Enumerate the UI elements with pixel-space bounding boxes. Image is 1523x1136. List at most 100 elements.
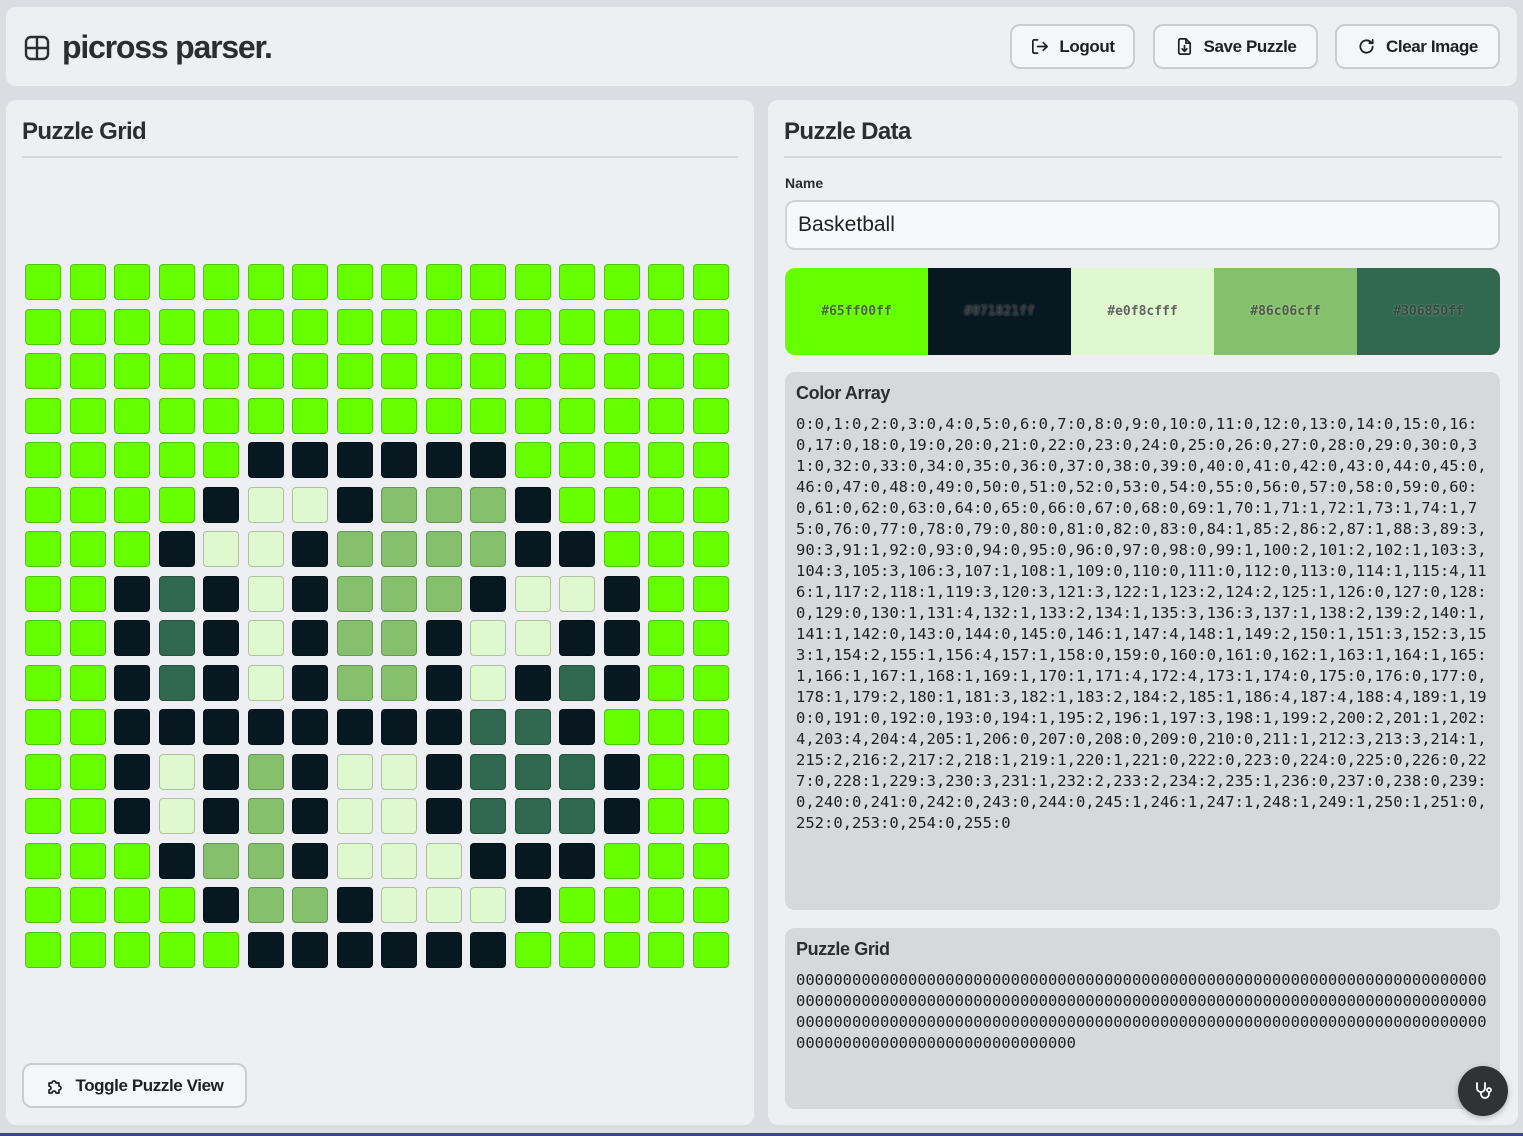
grid-cell[interactable] [336, 798, 373, 834]
grid-cell[interactable] [69, 531, 106, 567]
grid-cell[interactable] [425, 442, 462, 478]
grid-cell[interactable] [25, 709, 61, 745]
grid-cell[interactable] [158, 308, 195, 345]
grid-cell[interactable] [25, 264, 61, 300]
grid-cell[interactable] [69, 664, 106, 701]
grid-cell[interactable] [470, 620, 506, 656]
grid-cell[interactable] [425, 620, 462, 656]
grid-cell[interactable] [425, 308, 462, 345]
grid-cell[interactable] [25, 397, 61, 434]
grid-cell[interactable] [247, 664, 284, 701]
help-fab-button[interactable] [1458, 1066, 1508, 1116]
grid-cell[interactable] [514, 353, 551, 389]
grid-cell[interactable] [292, 264, 328, 300]
grid-cell[interactable] [114, 664, 150, 701]
grid-cell[interactable] [514, 575, 551, 612]
grid-cell[interactable] [425, 397, 462, 434]
grid-cell[interactable] [648, 798, 684, 834]
grid-cell[interactable] [203, 931, 239, 968]
grid-cell[interactable] [603, 575, 640, 612]
grid-cell[interactable] [603, 442, 640, 478]
grid-cell[interactable] [292, 798, 328, 834]
grid-cell[interactable] [292, 620, 328, 656]
grid-cell[interactable] [559, 887, 595, 923]
grid-cell[interactable] [692, 575, 729, 612]
grid-cell[interactable] [203, 531, 239, 567]
grid-cell[interactable] [470, 264, 506, 300]
grid-cell[interactable] [381, 798, 417, 834]
grid-cell[interactable] [514, 664, 551, 701]
grid-cell[interactable] [336, 931, 373, 968]
grid-cell[interactable] [69, 798, 106, 834]
grid-cell[interactable] [381, 887, 417, 923]
grid-cell[interactable] [514, 442, 551, 478]
grid-cell[interactable] [203, 353, 239, 389]
grid-cell[interactable] [559, 798, 595, 834]
color-swatch[interactable]: #e0f8cfff [1071, 268, 1214, 355]
grid-cell[interactable] [381, 397, 417, 434]
grid-cell[interactable] [692, 264, 729, 300]
grid-cell[interactable] [114, 709, 150, 745]
grid-cell[interactable] [381, 709, 417, 745]
grid-cell[interactable] [603, 753, 640, 790]
toggle-puzzle-view-button[interactable]: Toggle Puzzle View [22, 1063, 247, 1108]
grid-cell[interactable] [514, 842, 551, 879]
grid-cell[interactable] [648, 753, 684, 790]
grid-cell[interactable] [425, 753, 462, 790]
grid-cell[interactable] [114, 931, 150, 968]
grid-cell[interactable] [69, 575, 106, 612]
grid-cell[interactable] [247, 931, 284, 968]
grid-cell[interactable] [692, 709, 729, 745]
grid-cell[interactable] [203, 753, 239, 790]
grid-cell[interactable] [336, 442, 373, 478]
grid-cell[interactable] [25, 753, 61, 790]
grid-cell[interactable] [69, 842, 106, 879]
grid-cell[interactable] [603, 709, 640, 745]
grid-cell[interactable] [203, 575, 239, 612]
grid-cell[interactable] [514, 620, 551, 656]
grid-cell[interactable] [648, 620, 684, 656]
grid-cell[interactable] [114, 486, 150, 523]
grid-cell[interactable] [158, 709, 195, 745]
grid-cell[interactable] [247, 575, 284, 612]
grid-cell[interactable] [692, 353, 729, 389]
grid-cell[interactable] [692, 753, 729, 790]
grid-cell[interactable] [603, 531, 640, 567]
grid-cell[interactable] [203, 397, 239, 434]
grid-cell[interactable] [203, 442, 239, 478]
grid-cell[interactable] [514, 531, 551, 567]
grid-cell[interactable] [559, 664, 595, 701]
grid-cell[interactable] [114, 798, 150, 834]
grid-cell[interactable] [25, 620, 61, 656]
grid-cell[interactable] [514, 397, 551, 434]
grid-cell[interactable] [158, 753, 195, 790]
grid-cell[interactable] [603, 264, 640, 300]
grid-cell[interactable] [25, 353, 61, 389]
grid-cell[interactable] [114, 264, 150, 300]
grid-cell[interactable] [648, 709, 684, 745]
grid-cell[interactable] [69, 353, 106, 389]
grid-cell[interactable] [692, 442, 729, 478]
grid-cell[interactable] [203, 798, 239, 834]
grid-cell[interactable] [292, 931, 328, 968]
grid-cell[interactable] [114, 842, 150, 879]
grid-cell[interactable] [25, 798, 61, 834]
grid-cell[interactable] [648, 308, 684, 345]
grid-cell[interactable] [336, 353, 373, 389]
grid-cell[interactable] [247, 842, 284, 879]
color-swatch[interactable]: #071821ff [928, 268, 1071, 355]
grid-cell[interactable] [425, 575, 462, 612]
grid-cell[interactable] [336, 486, 373, 523]
color-swatch[interactable]: #306850ff [1357, 268, 1500, 355]
grid-cell[interactable] [247, 887, 284, 923]
grid-cell[interactable] [292, 442, 328, 478]
grid-cell[interactable] [336, 308, 373, 345]
grid-cell[interactable] [559, 709, 595, 745]
grid-cell[interactable] [603, 308, 640, 345]
grid-cell[interactable] [648, 264, 684, 300]
grid-cell[interactable] [203, 308, 239, 345]
grid-cell[interactable] [114, 308, 150, 345]
grid-cell[interactable] [158, 397, 195, 434]
grid-cell[interactable] [559, 442, 595, 478]
grid-cell[interactable] [425, 842, 462, 879]
